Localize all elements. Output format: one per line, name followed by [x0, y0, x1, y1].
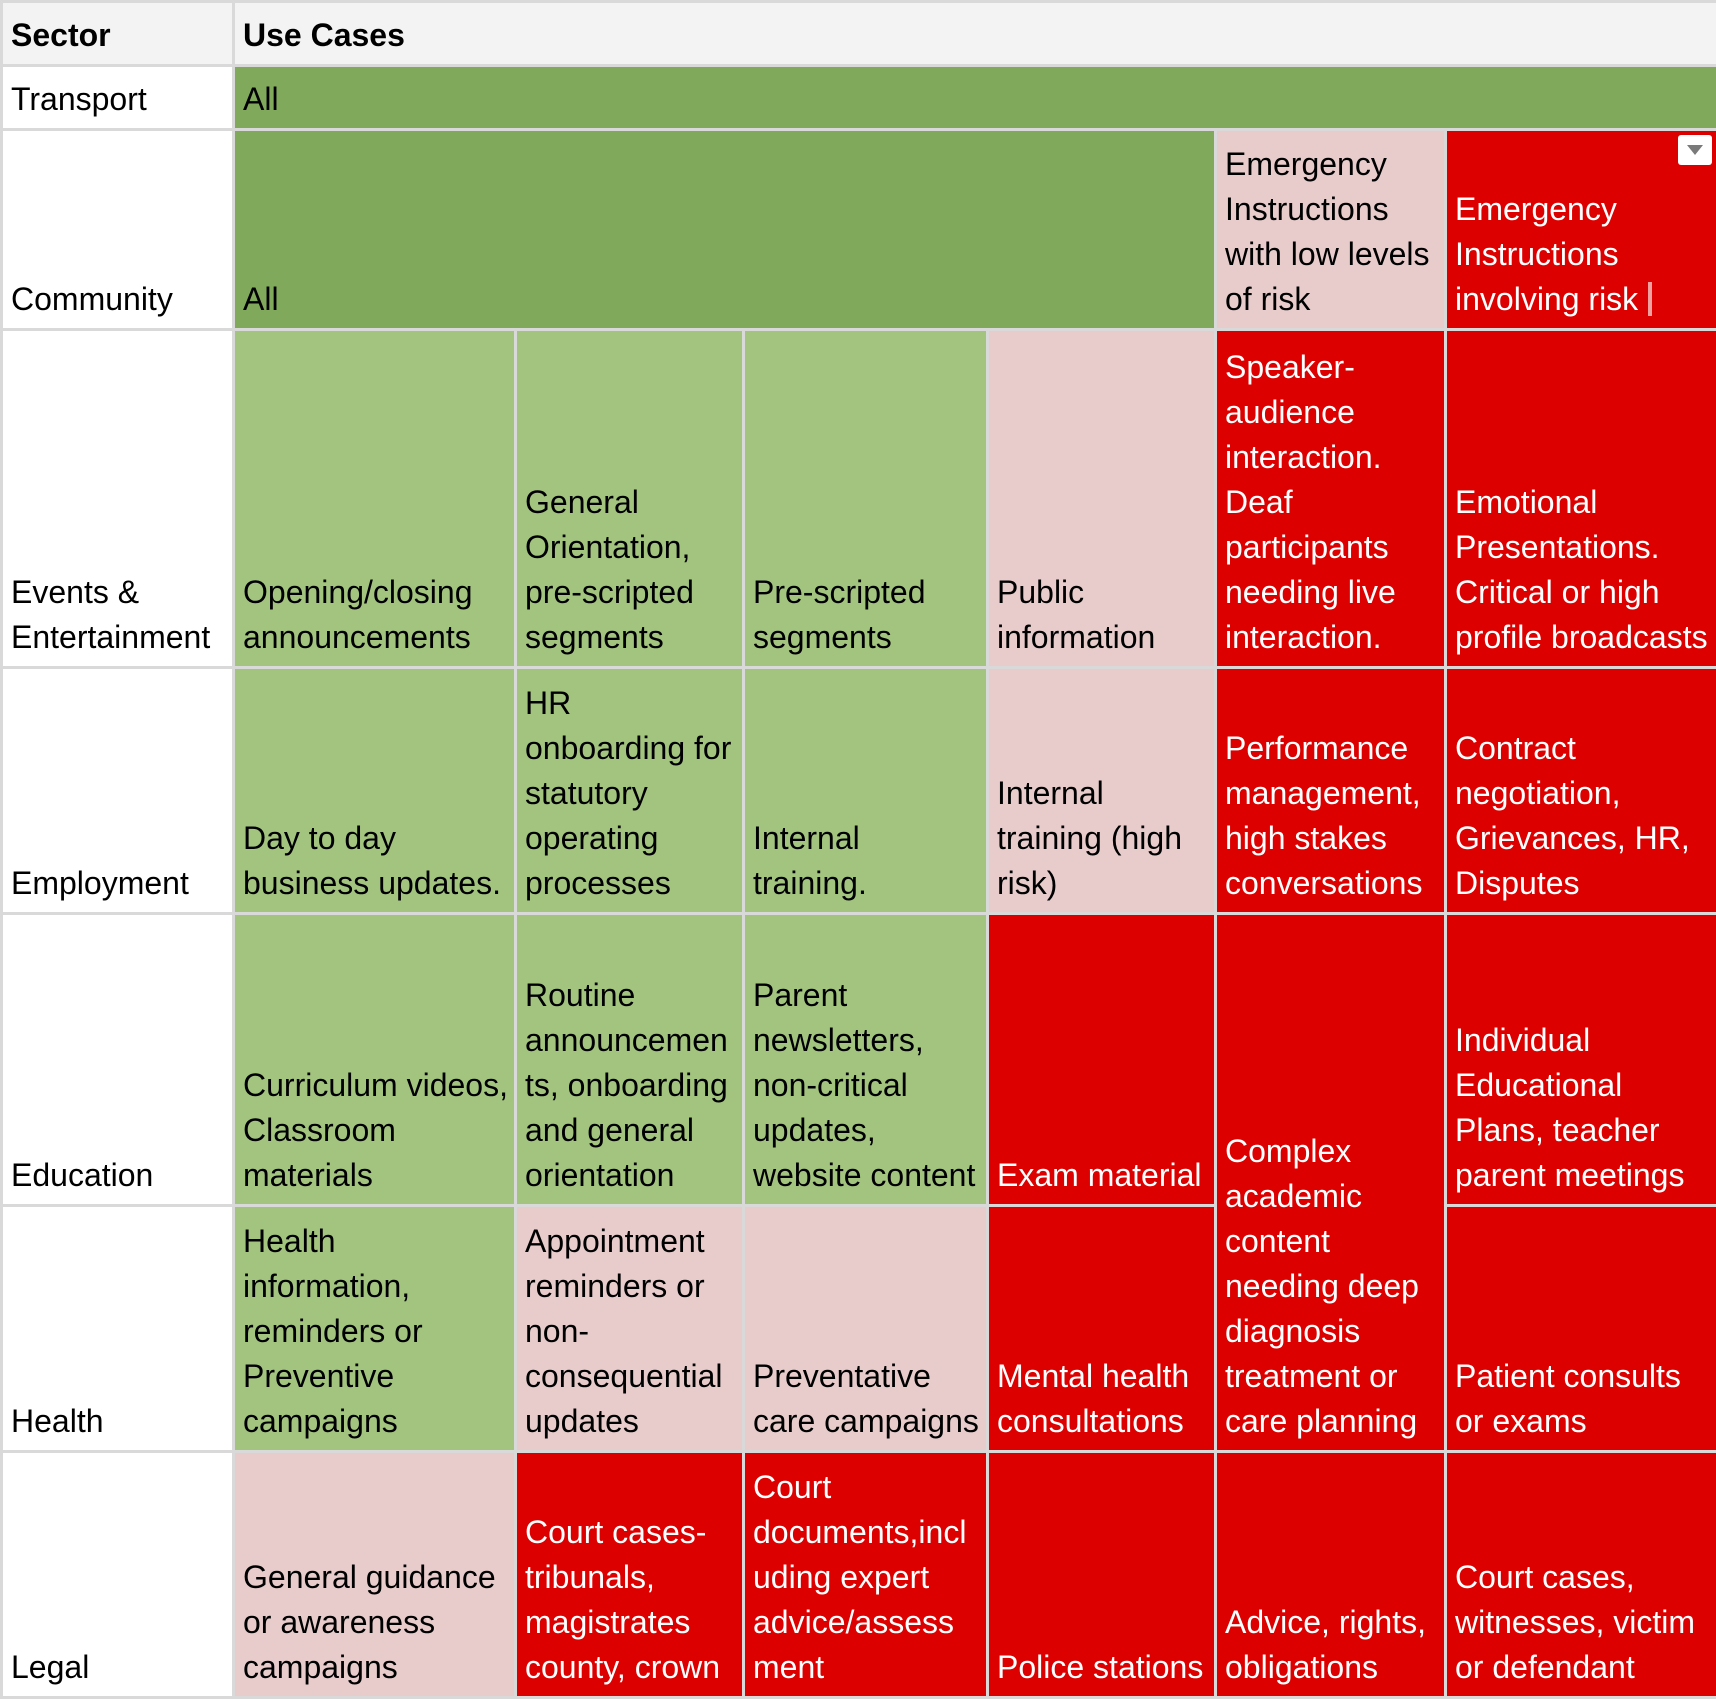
transport-row: Transport All [2, 66, 1716, 130]
use-cases-header[interactable]: Use Cases [234, 2, 1716, 66]
employment-cell-1[interactable]: Day to day business updates. [234, 668, 516, 914]
health-cell-2[interactable]: Appointment reminders or non-consequenti… [516, 1206, 744, 1452]
health-cell-4[interactable]: Mental health consultations [988, 1206, 1216, 1452]
sector-employment[interactable]: Employment [2, 668, 234, 914]
sector-events[interactable]: Events & Entertainment [2, 330, 234, 668]
sector-transport[interactable]: Transport [2, 66, 234, 130]
community-emergency-risk-text: Emergency Instructions involving risk [1455, 191, 1638, 317]
employment-row: Employment Day to day business updates. … [2, 668, 1716, 914]
education-health-merged-cell[interactable]: Complex academic content needing deep di… [1216, 914, 1446, 1452]
community-all-cell[interactable]: All [234, 130, 1216, 330]
employment-cell-6[interactable]: Contract negotiation, Grievances, HR, Di… [1446, 668, 1716, 914]
legal-cell-1[interactable]: General guidance or awareness campaigns [234, 1452, 516, 1698]
legal-row: Legal General guidance or awareness camp… [2, 1452, 1716, 1698]
events-row: Events & Entertainment Opening/closing a… [2, 330, 1716, 668]
sector-education[interactable]: Education [2, 914, 234, 1206]
legal-cell-6[interactable]: Court cases, witnesses, victim or defend… [1446, 1452, 1716, 1698]
health-cell-3[interactable]: Preventative care campaigns [744, 1206, 988, 1452]
text-cursor [1648, 282, 1652, 316]
legal-cell-2[interactable]: Court cases- tribunals, magistrates coun… [516, 1452, 744, 1698]
transport-all-cell[interactable]: All [234, 66, 1716, 130]
education-cell-2[interactable]: Routine announcements, onboarding and ge… [516, 914, 744, 1206]
events-cell-5[interactable]: Speaker-audience interaction. Deaf parti… [1216, 330, 1446, 668]
health-row: Health Health information, reminders or … [2, 1206, 1716, 1452]
education-cell-4[interactable]: Exam material [988, 914, 1216, 1206]
education-row: Education Curriculum videos, Classroom m… [2, 914, 1716, 1206]
events-cell-1[interactable]: Opening/closing announcements [234, 330, 516, 668]
legal-cell-5[interactable]: Advice, rights, obligations [1216, 1452, 1446, 1698]
sector-legal[interactable]: Legal [2, 1452, 234, 1698]
employment-cell-5[interactable]: Performance management, high stakes conv… [1216, 668, 1446, 914]
education-cell-6[interactable]: Individual Educational Plans, teacher pa… [1446, 914, 1716, 1206]
employment-cell-4[interactable]: Internal training (high risk) [988, 668, 1216, 914]
legal-cell-3[interactable]: Court documents,including expert advice/… [744, 1452, 988, 1698]
events-cell-3[interactable]: Pre-scripted segments [744, 330, 988, 668]
dropdown-arrow-icon[interactable] [1678, 135, 1712, 165]
events-cell-4[interactable]: Public information [988, 330, 1216, 668]
education-cell-3[interactable]: Parent newsletters, non-critical updates… [744, 914, 988, 1206]
community-row: Community All Emergency Instructions wit… [2, 130, 1716, 330]
sector-community[interactable]: Community [2, 130, 234, 330]
community-emergency-low-cell[interactable]: Emergency Instructions with low levels o… [1216, 130, 1446, 330]
education-cell-1[interactable]: Curriculum videos, Classroom materials [234, 914, 516, 1206]
events-cell-6[interactable]: Emotional Presentations. Critical or hig… [1446, 330, 1716, 668]
community-emergency-risk-cell[interactable]: Emergency Instructions involving risk [1446, 130, 1716, 330]
health-cell-1[interactable]: Health information, reminders or Prevent… [234, 1206, 516, 1452]
events-cell-2[interactable]: General Orientation, pre-scripted segmen… [516, 330, 744, 668]
header-row: Sector Use Cases [2, 2, 1716, 66]
employment-cell-3[interactable]: Internal training. [744, 668, 988, 914]
employment-cell-2[interactable]: HR onboarding for statutory operating pr… [516, 668, 744, 914]
health-cell-6[interactable]: Patient consults or exams [1446, 1206, 1716, 1452]
legal-cell-4[interactable]: Police stations [988, 1452, 1216, 1698]
sector-header[interactable]: Sector [2, 2, 234, 66]
sector-health[interactable]: Health [2, 1206, 234, 1452]
